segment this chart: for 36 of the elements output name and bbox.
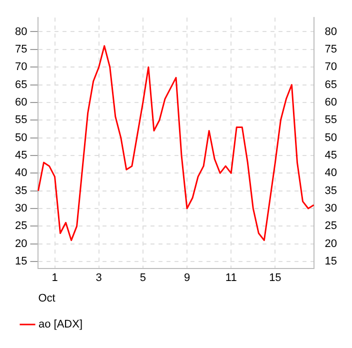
y2-tick-label: 55 xyxy=(324,114,338,126)
x-tick-label: 15 xyxy=(269,272,282,284)
y2-tick-label: 30 xyxy=(324,202,338,215)
y2-tick-label: 50 xyxy=(324,132,338,144)
y2-tick-label: 70 xyxy=(324,61,338,74)
y2-tick-label: 25 xyxy=(324,220,338,232)
y-tick-label: 45 xyxy=(14,150,28,162)
y-tick-label: 40 xyxy=(14,167,28,180)
y2-tick-label: 60 xyxy=(324,96,338,108)
y-tick-label: 15 xyxy=(14,256,28,268)
y-tick-label: 70 xyxy=(14,61,28,74)
x-axis-title: Oct xyxy=(38,292,56,304)
x-tick-label: 5 xyxy=(140,272,146,284)
y2-tick-label: 20 xyxy=(324,238,338,250)
y2-tick-label: 65 xyxy=(324,78,338,91)
y2-tick-label: 40 xyxy=(324,167,338,180)
y-tick-label: 50 xyxy=(14,132,28,144)
y-tick-label: 60 xyxy=(14,96,28,108)
y-tick-label: 75 xyxy=(14,43,28,56)
y-tick-label: 35 xyxy=(14,184,28,197)
x-tick-label: 3 xyxy=(96,272,102,284)
y-tick-label: 20 xyxy=(14,238,28,250)
y2-tick-label: 15 xyxy=(324,256,338,268)
y-tick-label: 80 xyxy=(14,26,28,38)
y2-tick-label: 75 xyxy=(324,43,338,56)
y2-tick-label: 35 xyxy=(324,184,338,197)
y-tick-label: 55 xyxy=(14,114,28,126)
x-tick-label: 9 xyxy=(184,272,190,284)
y-tick-label: 65 xyxy=(14,78,28,91)
y2-tick-label: 45 xyxy=(324,150,338,162)
x-tick-label: 11 xyxy=(225,272,237,284)
y-tick-label: 25 xyxy=(14,220,28,232)
x-tick-label: 1 xyxy=(52,272,58,284)
y2-tick-label: 80 xyxy=(324,26,338,38)
y-tick-label: 30 xyxy=(14,202,28,215)
legend-label: ао [ADX] xyxy=(38,318,83,331)
